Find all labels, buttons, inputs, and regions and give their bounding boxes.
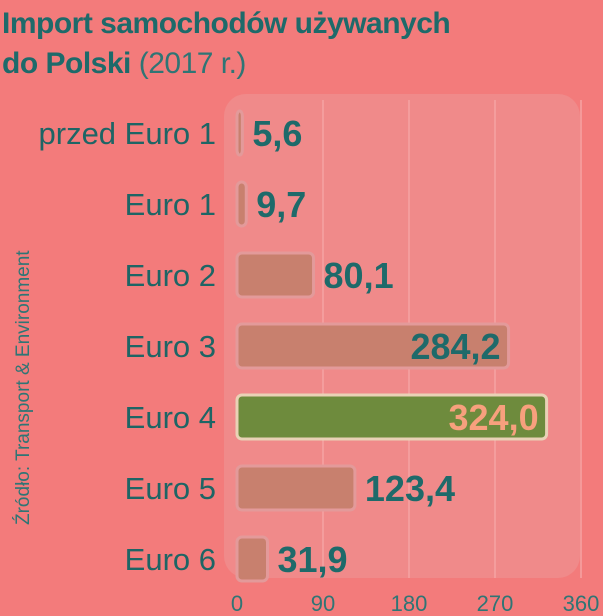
x-tick-label: 0 — [231, 591, 243, 616]
title-year: (2017 r.) — [138, 47, 247, 80]
x-tick-label: 180 — [391, 591, 428, 616]
bar — [235, 535, 269, 583]
value-label: 80,1 — [324, 255, 394, 296]
value-label: 9,7 — [256, 184, 306, 225]
bar — [235, 322, 511, 370]
category-label: Euro 1 — [125, 187, 216, 222]
category-label: Euro 4 — [125, 400, 216, 435]
bar — [235, 393, 549, 441]
category-label: przed Euro 1 — [39, 116, 217, 151]
bar — [235, 464, 357, 512]
category-label: Euro 2 — [125, 258, 216, 293]
category-label: Euro 6 — [125, 542, 216, 577]
x-tick-label: 90 — [311, 591, 335, 616]
value-label: 324,0 — [449, 397, 539, 438]
title-line-2: do Polski (2017 r.) — [2, 44, 450, 84]
bar — [235, 251, 316, 299]
x-tick-label: 270 — [477, 591, 514, 616]
value-label: 284,2 — [410, 326, 500, 367]
chart-title: Import samochodów używanych do Polski (2… — [2, 4, 451, 84]
value-label: 5,6 — [252, 113, 302, 154]
title-line-1: Import samochodów używanych — [2, 7, 451, 40]
category-label: Euro 5 — [125, 471, 216, 506]
x-tick-label: 360 — [563, 591, 600, 616]
bars: przed Euro 1 5,6 Euro 1 9,7 Euro 2 80,1 Euro 3… — [39, 109, 549, 583]
value-label: 123,4 — [365, 468, 455, 509]
value-label: 31,9 — [277, 539, 347, 580]
title-country: do Polski — [2, 47, 131, 80]
category-label: Euro 3 — [125, 329, 216, 364]
bar — [235, 180, 248, 228]
x-axis-ticks: 0 90 180 270 360 — [231, 591, 599, 616]
bar — [235, 109, 244, 157]
